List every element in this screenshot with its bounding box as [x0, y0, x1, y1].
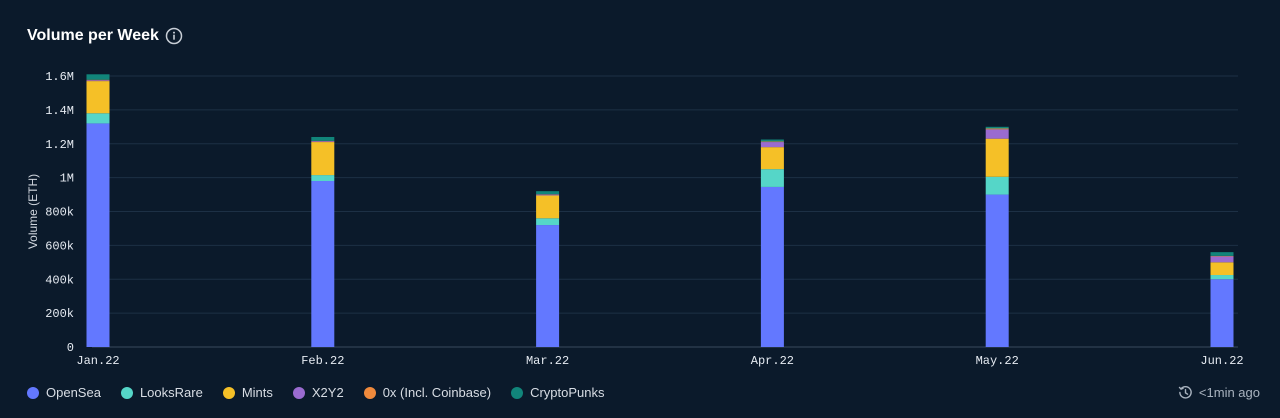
bar-segment-mints[interactable] — [86, 81, 110, 114]
bar-segment-opensea[interactable] — [86, 123, 110, 347]
legend-swatch — [120, 386, 133, 399]
x-tick-label: Mar.22 — [526, 354, 569, 368]
x-tick-label: Jan.22 — [76, 354, 119, 368]
history-clock-icon — [1178, 385, 1193, 400]
x-tick-label: Jun.22 — [1200, 354, 1243, 368]
bar-segment-x2y2[interactable] — [536, 194, 560, 196]
legend-label: OpenSea — [46, 385, 101, 400]
legend-label: CryptoPunks — [530, 385, 605, 400]
bar-segment-0x-incl-coinbase[interactable] — [1210, 255, 1234, 257]
y-tick-label: 400k — [45, 273, 74, 287]
chart-header: Volume per Week — [27, 27, 183, 45]
bar-segment-cryptopunks[interactable] — [760, 139, 784, 142]
bar-segment-0x-incl-coinbase[interactable] — [985, 128, 1009, 130]
bar-segment-looksrare[interactable] — [311, 175, 335, 182]
stacked-bar-chart: 0 200k 400k 600k 800k 1M 1.2M 1.4M 1.6M Volume (E… — [26, 70, 1244, 368]
bar-segment-mints[interactable] — [311, 142, 335, 176]
y-tick-label: 1.4M — [45, 104, 74, 118]
bar-segment-x2y2[interactable] — [311, 141, 335, 143]
y-tick-label: 200k — [45, 307, 74, 321]
bar-segment-x2y2[interactable] — [1210, 256, 1234, 263]
bar-segment-0x-incl-coinbase[interactable] — [760, 141, 784, 143]
legend-swatch — [363, 386, 376, 399]
info-icon[interactable] — [165, 27, 183, 45]
legend-label: 0x (Incl. Coinbase) — [382, 385, 492, 400]
bar-segment-cryptopunks[interactable] — [536, 191, 560, 195]
legend-swatch — [27, 386, 39, 399]
x-tick-label: Apr.22 — [751, 354, 794, 368]
y-tick-label: 1.2M — [45, 138, 74, 152]
refresh-status: <1min ago — [1178, 385, 1260, 400]
bar-segment-0x-incl-coinbase[interactable] — [86, 79, 110, 81]
legend-swatch — [511, 386, 524, 399]
bar-segment-mints[interactable] — [1210, 262, 1234, 276]
x-tick-label: May.22 — [976, 354, 1019, 368]
y-tick-label: 1.6M — [45, 70, 74, 84]
y-tick-label: 800k — [45, 206, 74, 220]
bar-segment-cryptopunks[interactable] — [1210, 252, 1234, 256]
legend-label: Mints — [241, 385, 273, 400]
legend-item[interactable]: CryptoPunks — [511, 385, 605, 400]
bar-segment-looksrare[interactable] — [86, 113, 110, 124]
bar-segment-cryptopunks[interactable] — [86, 74, 110, 80]
legend-label: X2Y2 — [311, 385, 344, 400]
legend-item[interactable]: Mints — [222, 385, 273, 400]
y-axis-label: Volume (ETH) — [26, 174, 40, 249]
legend-item[interactable]: X2Y2 — [292, 385, 344, 400]
legend-item[interactable]: LooksRare — [120, 385, 203, 400]
bar-segment-opensea[interactable] — [311, 181, 335, 347]
bar-segment-cryptopunks[interactable] — [985, 126, 1009, 129]
bar-segment-looksrare[interactable] — [1210, 275, 1234, 280]
bar-segment-cryptopunks[interactable] — [311, 136, 335, 141]
legend-swatch — [222, 386, 235, 399]
bar-segment-x2y2[interactable] — [760, 142, 784, 148]
status-text: <1min ago — [1198, 385, 1260, 400]
legend-item[interactable]: OpenSea — [27, 385, 101, 400]
chart-legend: OpenSea LooksRare Mints X2Y2 0x (Incl. Coinb… — [27, 385, 605, 400]
bar-segment-mints[interactable] — [536, 195, 560, 219]
bar-segment-looksrare[interactable] — [760, 169, 784, 187]
bar-segment-looksrare[interactable] — [985, 176, 1009, 195]
legend-label: LooksRare — [139, 385, 203, 400]
chart-title: Volume per Week — [27, 27, 159, 44]
bar-segment-opensea[interactable] — [536, 225, 560, 347]
x-tick-label: Feb.22 — [301, 354, 344, 368]
bar-segment-x2y2[interactable] — [86, 80, 110, 82]
bar-segment-mints[interactable] — [985, 138, 1009, 177]
bar-segment-looksrare[interactable] — [536, 218, 560, 226]
bar-segment-opensea[interactable] — [1210, 279, 1234, 347]
y-tick-label: 0 — [67, 341, 74, 355]
legend-swatch — [292, 386, 305, 399]
y-tick-label: 600k — [45, 239, 74, 253]
bar-segment-opensea[interactable] — [985, 194, 1009, 347]
legend-item[interactable]: 0x (Incl. Coinbase) — [363, 385, 492, 400]
bar-segment-x2y2[interactable] — [985, 129, 1009, 139]
y-tick-label: 1M — [60, 172, 74, 186]
bar-segment-opensea[interactable] — [760, 186, 784, 347]
bar-segment-mints[interactable] — [760, 147, 784, 170]
